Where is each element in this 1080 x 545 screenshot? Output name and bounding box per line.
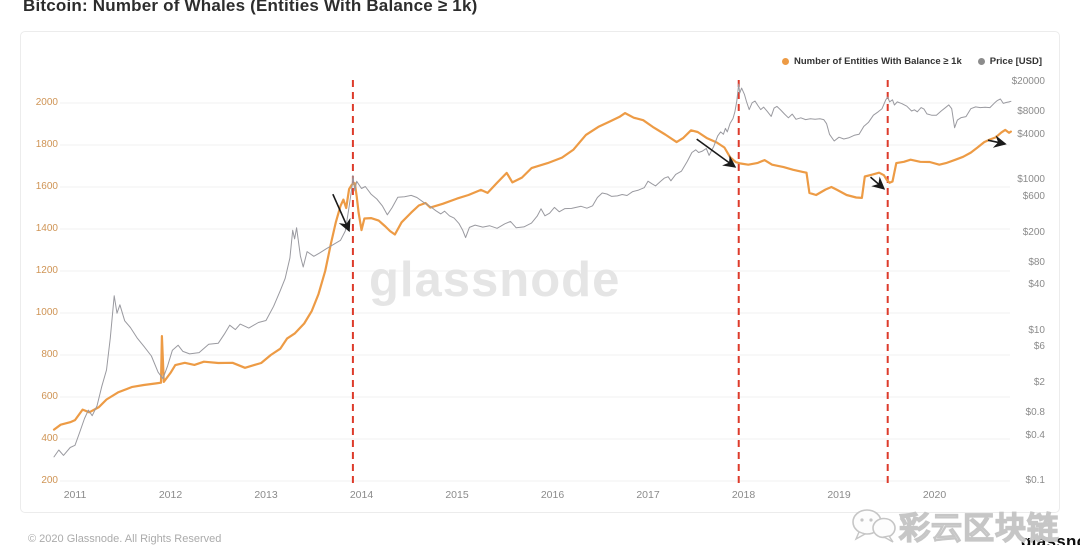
legend-item-price[interactable]: Price [USD] bbox=[977, 56, 1042, 67]
x-axis-tick: 2013 bbox=[254, 489, 278, 501]
right-axis-tick: $200 bbox=[1022, 226, 1045, 238]
left-axis-tick: 2000 bbox=[35, 97, 58, 108]
annotation-arrow bbox=[696, 138, 737, 168]
annotation-arrow bbox=[869, 176, 886, 190]
chart-legend: Number of Entities With Balance ≥ 1k Pri… bbox=[782, 56, 1042, 67]
price-legend-dot-icon bbox=[977, 58, 985, 65]
x-axis-tick: 2016 bbox=[540, 489, 565, 501]
right-axis-tick: $2 bbox=[1033, 377, 1045, 389]
right-axis-tick: $80 bbox=[1028, 256, 1045, 268]
wechat-bubbles-icon bbox=[852, 508, 896, 543]
page-title: Bitcoin: Number of Whales (Entities With… bbox=[23, 0, 478, 15]
x-axis-tick: 2017 bbox=[636, 489, 660, 501]
left-axis-tick: 200 bbox=[41, 475, 58, 486]
x-axis-tick: 2011 bbox=[63, 489, 87, 501]
whales-legend-dot-icon bbox=[782, 58, 790, 65]
x-axis-tick: 2014 bbox=[349, 489, 374, 501]
annotation-arrow bbox=[987, 135, 1007, 148]
right-axis-tick: $20000 bbox=[1011, 76, 1045, 88]
chart-card bbox=[20, 31, 1060, 513]
whales-line bbox=[52, 111, 1013, 431]
footer-copyright: © 2020 Glassnode. All Rights Reserved bbox=[28, 533, 222, 545]
left-axis-tick: 1000 bbox=[35, 307, 58, 318]
right-axis-tick: $1000 bbox=[1017, 174, 1045, 185]
left-axis-tick: 1600 bbox=[35, 181, 58, 192]
right-axis-tick: $10 bbox=[1028, 324, 1045, 336]
price-line bbox=[53, 83, 1012, 458]
legend-label: Number of Entities With Balance ≥ 1k bbox=[794, 56, 962, 67]
right-axis-tick: $40 bbox=[1028, 279, 1045, 291]
x-axis-tick: 2012 bbox=[158, 489, 183, 501]
x-axis-tick: 2019 bbox=[827, 489, 851, 501]
right-axis-tick: $0.8 bbox=[1025, 407, 1045, 419]
legend-item-whales[interactable]: Number of Entities With Balance ≥ 1k bbox=[782, 56, 962, 67]
left-axis-tick: 1400 bbox=[35, 223, 58, 234]
glassnode-logo: glassnode bbox=[1021, 532, 1080, 545]
right-axis-tick: $8000 bbox=[1017, 105, 1045, 117]
annotation-arrow bbox=[332, 193, 351, 233]
x-axis-tick: 2015 bbox=[445, 489, 469, 501]
x-axis-tick: 2020 bbox=[922, 489, 947, 501]
right-axis-tick: $6 bbox=[1033, 341, 1045, 353]
left-axis-tick: 600 bbox=[41, 391, 58, 402]
x-axis-tick: 2018 bbox=[731, 489, 756, 501]
cn-watermark-text: 彩云区块链 bbox=[898, 510, 1059, 545]
left-axis-tick: 400 bbox=[41, 433, 58, 444]
right-axis-tick: $600 bbox=[1022, 190, 1045, 202]
left-axis-tick: 1800 bbox=[35, 139, 58, 150]
right-axis-tick: $0.1 bbox=[1025, 475, 1045, 487]
legend-label: Price [USD] bbox=[989, 56, 1042, 67]
left-axis-tick: 800 bbox=[41, 349, 58, 360]
right-axis-tick: $0.4 bbox=[1025, 429, 1045, 441]
glassnode-watermark: glassnode bbox=[369, 253, 621, 307]
left-axis-tick: 1200 bbox=[35, 265, 58, 276]
right-axis-tick: $4000 bbox=[1017, 128, 1045, 140]
caiyun-blockchain-watermark: 彩云区块链 bbox=[851, 503, 1059, 545]
